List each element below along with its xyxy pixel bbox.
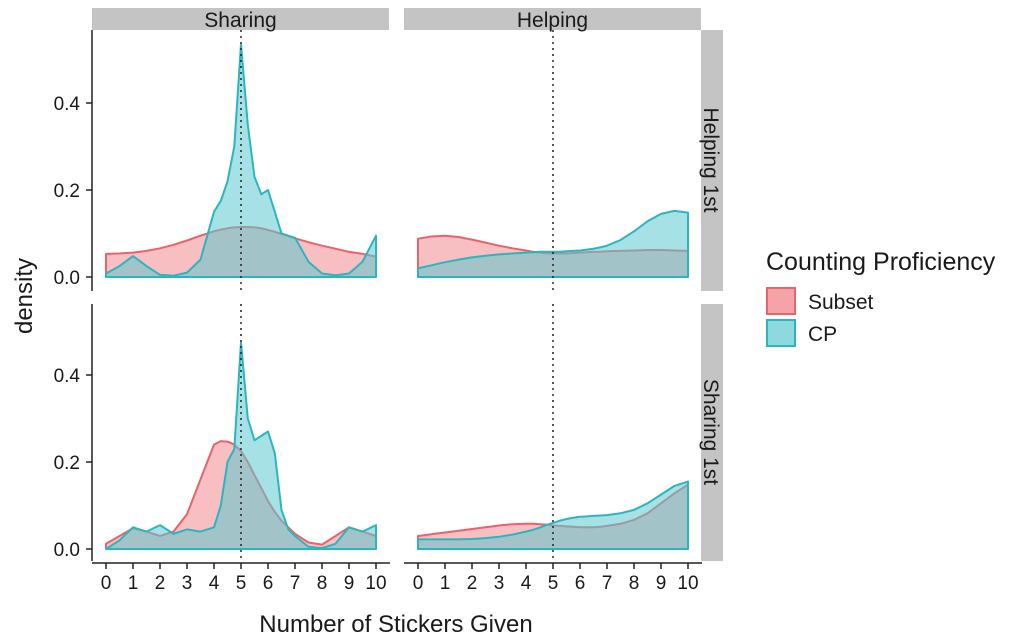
- y-tick-label: 0.0: [54, 540, 80, 561]
- x-tick-label: 2: [467, 573, 478, 594]
- axes-layer: 0 1 2 3 4 5 6 7 8 9 10 0 1 2 3 4 5 6 7 8 9 100.00.20.40.00.20…: [54, 30, 702, 594]
- x-tick-label: 2: [155, 573, 166, 594]
- panel-helping-1st-sharing: [105, 30, 377, 291]
- y-tick-label: 0.4: [54, 366, 81, 387]
- legend-title: Counting Proficiency: [766, 248, 996, 276]
- row-strip-sharing-1st: Sharing 1st: [699, 304, 723, 561]
- x-tick-label: 5: [548, 573, 559, 594]
- y-tick-label: 0.0: [54, 268, 80, 289]
- column-strip-sharing: Sharing: [92, 8, 389, 32]
- panels-layer: [105, 30, 689, 561]
- panel-sharing-1st-sharing: [105, 304, 377, 561]
- panel-sharing-1st-helping: [417, 304, 689, 561]
- legend: Counting Proficiency Subset CP: [766, 248, 996, 347]
- x-tick-label: 3: [494, 573, 505, 594]
- row-strip-label: Helping 1st: [699, 107, 722, 212]
- x-tick-label: 9: [656, 573, 667, 594]
- x-tick-label: 7: [290, 573, 301, 594]
- density-area-cp: [417, 209, 689, 278]
- x-tick-label: 10: [365, 573, 386, 594]
- x-tick-label: 1: [440, 573, 451, 594]
- x-tick-label: 6: [263, 573, 274, 594]
- x-tick-label: 7: [602, 573, 613, 594]
- x-tick-label: 5: [236, 573, 247, 594]
- legend-swatch-cp: [766, 319, 796, 347]
- column-strip-label: Sharing: [204, 9, 276, 32]
- x-tick-label: 9: [344, 573, 355, 594]
- x-tick-label: 8: [317, 573, 328, 594]
- legend-label-subset: Subset: [808, 291, 874, 314]
- row-strip-helping-1st: Helping 1st: [699, 30, 723, 291]
- x-axis-title: Number of Stickers Given: [259, 611, 532, 638]
- legend-label-cp: CP: [808, 323, 837, 346]
- x-tick-label: 1: [128, 573, 139, 594]
- x-tick-label: 6: [575, 573, 586, 594]
- x-tick-label: 0: [101, 573, 112, 594]
- x-tick-label: 4: [521, 573, 532, 594]
- y-tick-label: 0.2: [54, 453, 80, 474]
- panel-helping-1st-helping: [417, 30, 689, 291]
- column-strip-label: Helping: [517, 9, 588, 32]
- y-tick-label: 0.4: [54, 94, 81, 115]
- x-tick-label: 8: [629, 573, 640, 594]
- x-tick-label: 10: [677, 573, 698, 594]
- column-strip-helping: Helping: [404, 8, 701, 32]
- x-tick-label: 3: [182, 573, 193, 594]
- x-tick-label: 0: [413, 573, 424, 594]
- y-axis-title: density: [11, 258, 38, 334]
- density-area-cp: [105, 43, 377, 278]
- legend-swatch-subset: [766, 287, 796, 315]
- density-area-cp: [417, 480, 689, 550]
- x-tick-label: 4: [209, 573, 220, 594]
- density-area-cp: [105, 341, 377, 550]
- y-tick-label: 0.2: [54, 181, 80, 202]
- row-strip-label: Sharing 1st: [699, 379, 722, 485]
